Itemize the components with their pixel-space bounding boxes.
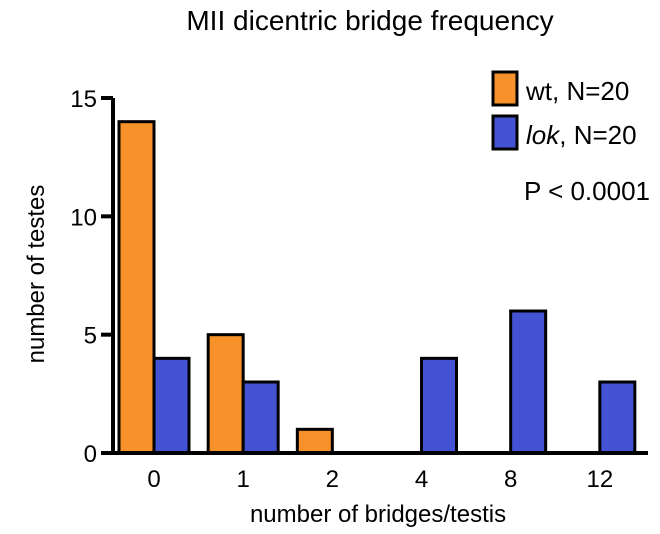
bar-lok-12 xyxy=(598,380,637,455)
x-tick-label-8: 8 xyxy=(504,466,517,493)
y-tick-label-5: 5 xyxy=(84,323,97,350)
bar-lok-8 xyxy=(509,309,548,455)
y-tick-label-0: 0 xyxy=(84,441,97,468)
bar-lok-0 xyxy=(152,356,191,455)
x-tick-label-12: 12 xyxy=(586,466,613,493)
x-tick-label-4: 4 xyxy=(415,466,428,493)
bar-lok-4 xyxy=(420,356,458,455)
bar-wt-1 xyxy=(206,333,245,455)
bar-lok-1 xyxy=(241,380,280,455)
x-axis-label: number of bridges/testis xyxy=(250,501,506,528)
bar-wt-0 xyxy=(117,120,156,455)
x-tick-label-0: 0 xyxy=(147,466,160,493)
chart-title: MII dicentric bridge frequency xyxy=(186,5,553,36)
x-tick-label-1: 1 xyxy=(236,466,249,493)
legend-label-wt: wt, N=20 xyxy=(525,76,629,106)
bars-layer xyxy=(117,120,637,455)
legend: wt, N=20 lok, N=20 xyxy=(491,70,637,151)
legend-swatch-wt xyxy=(491,70,519,107)
annotation-pvalue: P < 0.0001 xyxy=(524,176,650,206)
bar-wt-2 xyxy=(295,427,334,455)
y-tick-label-10: 10 xyxy=(70,204,97,231)
legend-swatch-lok xyxy=(491,114,519,151)
x-tick-label-2: 2 xyxy=(326,466,339,493)
y-tick-label-15: 15 xyxy=(70,86,97,113)
legend-label-lok: lok, N=20 xyxy=(526,120,637,150)
y-axis-label: number of testes xyxy=(23,185,50,364)
